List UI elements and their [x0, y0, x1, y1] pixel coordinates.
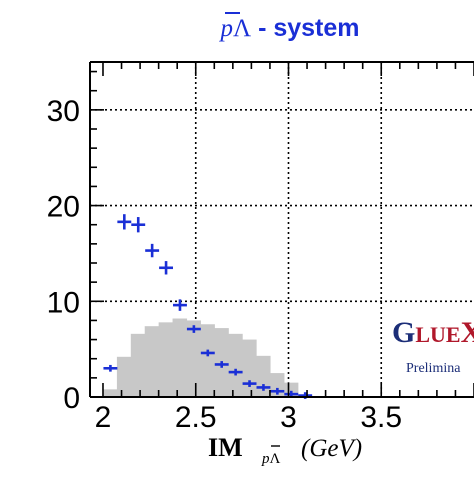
data-point: [131, 217, 146, 233]
histogram-bar: [200, 324, 215, 397]
title-p: p: [218, 15, 233, 42]
axes-layer: 0 10 20 30 2 2.5 3 3.5: [47, 61, 474, 434]
data-point: [242, 380, 257, 387]
data-point: [228, 368, 243, 376]
histogram-bar: [144, 326, 160, 397]
x-axis-label-sub-lambda: Λ: [270, 451, 281, 467]
grid-layer: [90, 62, 474, 397]
data-point: [145, 243, 160, 258]
data-point: [186, 325, 201, 333]
x-tick-label: 2: [95, 401, 112, 434]
x-tick-label: 2.5: [175, 401, 217, 434]
data-point: [200, 349, 215, 357]
histogram-bar: [256, 355, 271, 397]
logo-letter-g: G: [392, 316, 415, 349]
data-point: [256, 384, 271, 391]
logo-letter-x: X: [461, 316, 474, 349]
histogram-bar: [102, 389, 118, 397]
logo-letter-e: E: [446, 322, 461, 347]
histogram-bar: [158, 322, 174, 397]
histogram-bar: [242, 339, 257, 397]
histogram-bar: [228, 333, 243, 397]
histogram-bar: [130, 333, 146, 397]
histogram-layer: [102, 318, 299, 397]
data-points-layer: [103, 214, 313, 399]
y-tick-label: 10: [47, 286, 80, 319]
x-axis-label-subscript: pΛ: [261, 451, 281, 467]
data-point: [159, 261, 174, 275]
data-point: [270, 387, 285, 395]
chart-title: pΛ - system: [218, 14, 359, 42]
y-tick-label: 0: [63, 382, 80, 415]
title-suffix: - system: [251, 14, 359, 42]
x-axis-label-im: IM: [208, 433, 243, 462]
x-axis-label-sub-p: p: [261, 451, 270, 467]
data-point: [103, 364, 118, 372]
gluex-logo-letters: GLUEX: [392, 316, 474, 349]
x-axis-label-unit: (GeV): [301, 435, 362, 462]
data-point: [214, 361, 229, 368]
x-axis-label: IM: [208, 433, 243, 462]
histogram-bar: [116, 356, 132, 397]
preliminary-label: Prelimina: [406, 361, 461, 376]
y-tick-label: 30: [47, 95, 80, 128]
y-tick-label: 20: [47, 191, 80, 224]
gluex-logo: GLUEX Prelimina: [392, 316, 474, 376]
logo-letter-l: L: [415, 322, 430, 347]
logo-letter-u: U: [430, 322, 446, 347]
x-tick-label: 3: [280, 401, 297, 434]
x-tick-label: 3.5: [360, 401, 402, 434]
histogram-bar: [172, 318, 188, 397]
histogram-bar: [186, 320, 201, 397]
data-point: [173, 299, 187, 311]
title-lambda: Λ: [233, 15, 251, 42]
data-point: [117, 214, 132, 230]
